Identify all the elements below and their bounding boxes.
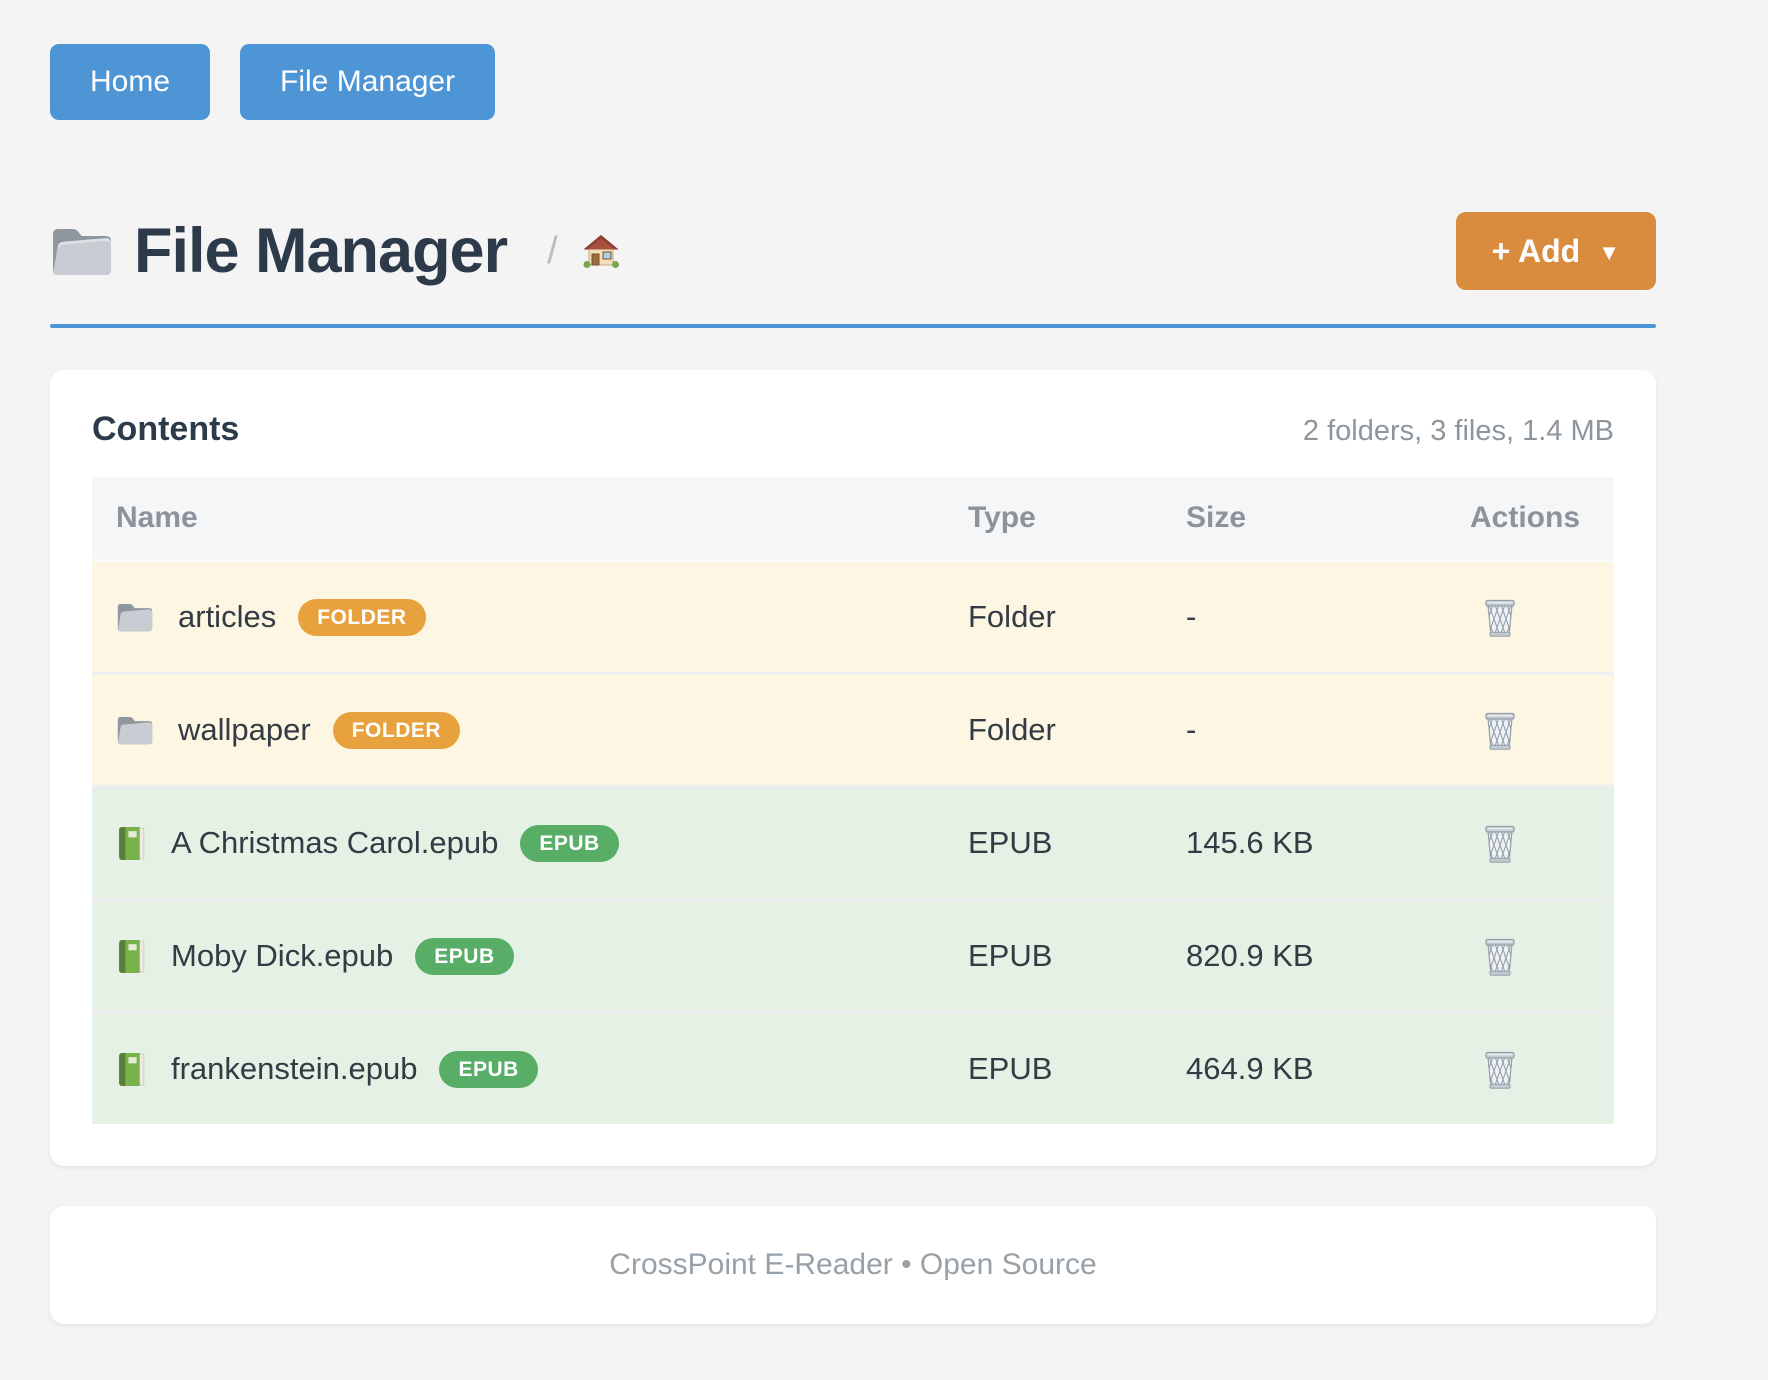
add-button[interactable]: + Add ▼ (1455, 212, 1656, 290)
file-type-badge: FOLDER (332, 711, 461, 749)
contents-card: Contents 2 folders, 3 files, 1.4 MB Name… (50, 370, 1656, 1166)
file-type-badge: FOLDER (298, 598, 426, 636)
breadcrumb-separator: / (547, 229, 558, 272)
delete-button[interactable] (1482, 1048, 1518, 1090)
green-book-icon (116, 1051, 147, 1088)
file-type-badge: EPUB (520, 824, 619, 862)
file-name-cell: Moby Dick.epub EPUB (92, 937, 968, 975)
table-row: Moby Dick.epub EPUB EPUB 820.9 KB (92, 898, 1614, 1011)
folder-icon (116, 714, 154, 746)
folder-icon (50, 224, 114, 278)
home-icon[interactable] (582, 233, 620, 269)
file-actions-cell (1462, 822, 1614, 864)
file-type-cell: EPUB (968, 825, 1053, 860)
file-size-cell: 145.6 KB (1186, 825, 1314, 860)
trash-icon (1482, 822, 1518, 864)
file-size-cell: 464.9 KB (1186, 1051, 1314, 1086)
delete-button[interactable] (1482, 709, 1518, 751)
column-header-size: Size (1186, 501, 1247, 534)
delete-button[interactable] (1482, 935, 1518, 977)
file-size-cell: 820.9 KB (1186, 938, 1314, 973)
file-type-badge: EPUB (415, 937, 514, 975)
file-manager-button[interactable]: File Manager (240, 44, 496, 120)
file-actions-cell (1462, 1048, 1614, 1090)
footer: CrossPoint E-Reader • Open Source (50, 1206, 1656, 1324)
file-name-link[interactable]: Moby Dick.epub (171, 938, 394, 973)
contents-summary: 2 folders, 3 files, 1.4 MB (1302, 415, 1614, 447)
page-title: File Manager (134, 216, 508, 286)
trash-icon (1482, 1048, 1518, 1090)
file-name-link[interactable]: frankenstein.epub (171, 1051, 418, 1086)
file-name-link[interactable]: articles (178, 599, 277, 634)
trash-icon (1482, 935, 1518, 977)
file-name-cell: A Christmas Carol.epub EPUB (92, 824, 968, 862)
file-type-cell: Folder (968, 599, 1056, 634)
table-row: articles FOLDER Folder - (92, 559, 1614, 672)
file-table: Name Type Size Actions (92, 477, 1614, 1124)
file-name-cell: frankenstein.epub EPUB (92, 1050, 968, 1088)
contents-heading: Contents (92, 410, 240, 448)
table-row: frankenstein.epub EPUB EPUB 464.9 KB (92, 1011, 1614, 1124)
header-divider (50, 324, 1656, 328)
table-body: articles FOLDER Folder - (92, 559, 1614, 1124)
file-size-cell: - (1186, 712, 1197, 747)
file-size-cell: - (1186, 599, 1197, 634)
table-row: A Christmas Carol.epub EPUB EPUB 145.6 K… (92, 785, 1614, 898)
table-row: wallpaper FOLDER Folder - (92, 672, 1614, 785)
file-actions-cell (1462, 596, 1614, 638)
file-actions-cell (1462, 935, 1614, 977)
file-name-cell: articles FOLDER (92, 598, 968, 636)
top-nav: Home File Manager (50, 44, 1656, 120)
trash-icon (1482, 596, 1518, 638)
home-button[interactable]: Home (50, 44, 211, 120)
delete-button[interactable] (1482, 822, 1518, 864)
trash-icon (1482, 709, 1518, 751)
green-book-icon (116, 825, 147, 862)
green-book-icon (116, 938, 147, 975)
file-type-cell: EPUB (968, 1051, 1053, 1086)
column-header-name: Name (116, 501, 198, 534)
contents-card-header: Contents 2 folders, 3 files, 1.4 MB (92, 410, 1614, 449)
caret-down-icon: ▼ (1598, 239, 1620, 265)
folder-icon (116, 601, 154, 633)
delete-button[interactable] (1482, 596, 1518, 638)
file-type-cell: EPUB (968, 938, 1053, 973)
add-button-label: + Add (1491, 232, 1581, 269)
file-name-cell: wallpaper FOLDER (92, 711, 968, 749)
footer-text: CrossPoint E-Reader • Open Source (609, 1248, 1097, 1281)
file-actions-cell (1462, 709, 1614, 751)
file-name-link[interactable]: A Christmas Carol.epub (171, 825, 499, 860)
page: Home File Manager File Manager / (50, 44, 1656, 1324)
file-type-cell: Folder (968, 712, 1056, 747)
file-name-link[interactable]: wallpaper (178, 712, 311, 747)
page-header: File Manager / + Add ▼ (50, 212, 1656, 290)
file-type-badge: EPUB (439, 1050, 538, 1088)
column-header-type: Type (968, 501, 1036, 534)
table-header-row: Name Type Size Actions (92, 477, 1614, 559)
column-header-actions: Actions (1470, 501, 1581, 534)
